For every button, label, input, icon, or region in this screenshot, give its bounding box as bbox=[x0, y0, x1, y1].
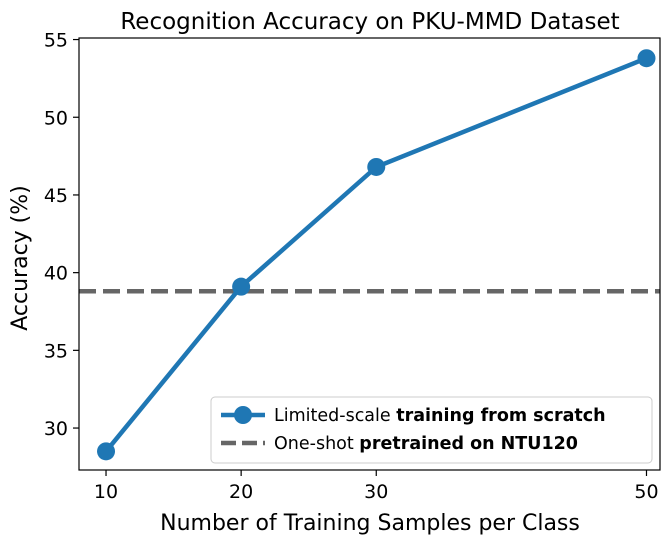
y-tick-label-35: 35 bbox=[44, 340, 68, 362]
y-tick-label-55: 55 bbox=[44, 30, 68, 52]
legend: Limited-scale training from scratch One-s… bbox=[210, 396, 653, 464]
data-point-x30 bbox=[367, 157, 386, 176]
series-line-training-from-scratch bbox=[104, 56, 648, 453]
y-axis-label: Accuracy (%) bbox=[8, 185, 33, 331]
y-tick-label-30: 30 bbox=[44, 418, 68, 440]
plot-area bbox=[79, 49, 660, 461]
x-tick-label-20: 20 bbox=[229, 481, 253, 503]
x-tick-label-50: 50 bbox=[634, 481, 658, 503]
legend-label-bold-part: pretrained on NTU120 bbox=[359, 434, 578, 454]
legend-label-part: One-shot bbox=[274, 434, 359, 454]
data-point-x20 bbox=[232, 277, 251, 296]
y-tick-label-50: 50 bbox=[44, 107, 68, 129]
legend-label-training-from-scratch: Limited-scale training from scratch bbox=[274, 406, 606, 426]
y-tick-label-40: 40 bbox=[44, 263, 68, 285]
legend-label-bold-part: training from scratch bbox=[396, 406, 605, 426]
x-axis-label: Number of Training Samples per Class bbox=[160, 511, 580, 536]
data-point-x10 bbox=[97, 442, 116, 461]
x-tick-label-30: 30 bbox=[364, 481, 388, 503]
legend-label-part: Limited-scale bbox=[274, 406, 396, 426]
legend-label-one-shot: One-shot pretrained on NTU120 bbox=[274, 434, 578, 454]
y-tick-label-45: 45 bbox=[44, 185, 68, 207]
chart-title: Recognition Accuracy on PKU-MMD Dataset bbox=[120, 9, 619, 35]
axes-frame bbox=[78, 37, 661, 471]
legend-box bbox=[210, 396, 653, 464]
axes: 10 20 30 50 30 35 40 45 50 55 bbox=[44, 30, 661, 503]
legend-marker-training-from-scratch bbox=[234, 406, 252, 424]
data-point-x50 bbox=[637, 49, 656, 68]
x-tick-label-10: 10 bbox=[94, 481, 118, 503]
